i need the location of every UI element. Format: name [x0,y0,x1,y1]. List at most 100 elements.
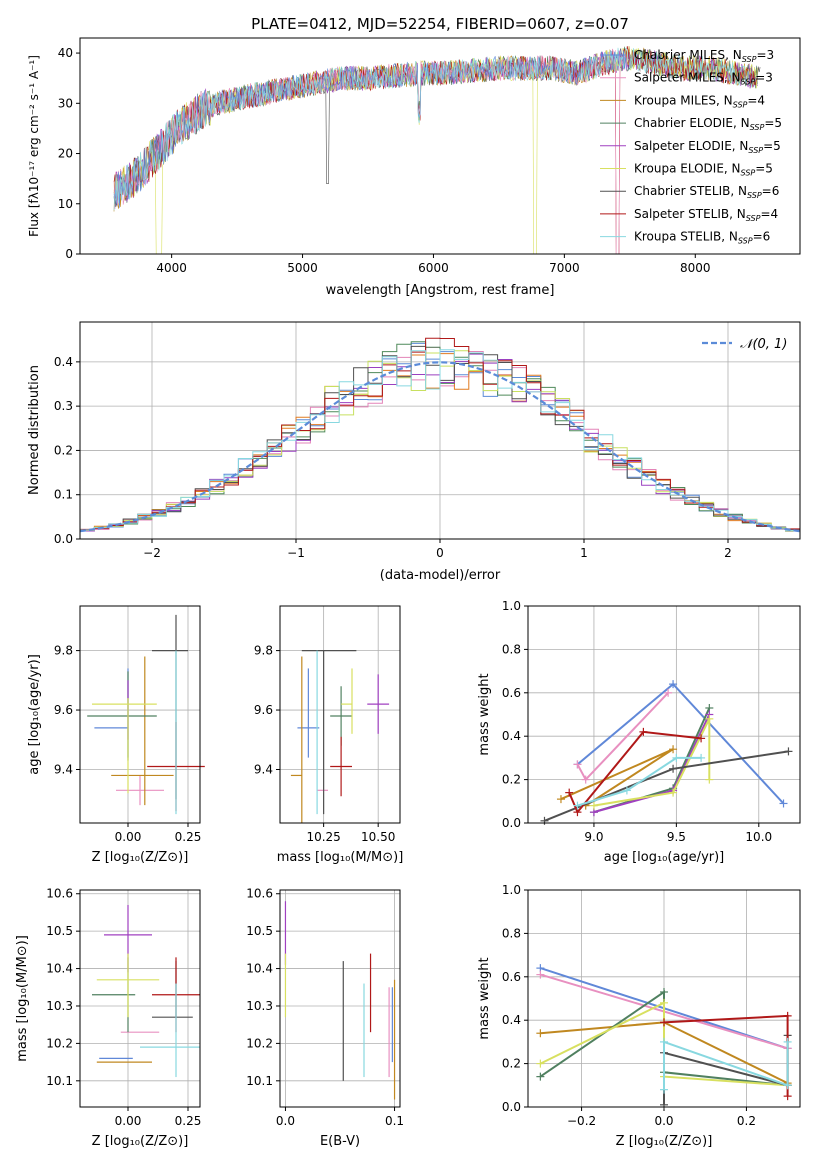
spectrum-line-8 [113,47,758,211]
y-tick-label: 0.2 [502,1057,521,1071]
y-tick-label: 20 [58,147,73,161]
age-vs-Z-panel: 0.00 0.25 9.4 9.6 9.8 Z [log₁₀(Z/Z⊙)] age [log… [27,605,205,865]
panel-frame [279,889,401,1108]
y-tick-label: 9.8 [254,644,273,658]
x-tick-label: 1 [580,546,588,560]
x-tick-label: 9.5 [667,830,686,844]
histogram-8 [80,349,800,531]
y-tick-label: 10.4 [46,962,73,976]
y-tick-label: 10.1 [46,1074,73,1088]
y-tick-label: 0.0 [54,532,73,546]
panel-xlabel: E(B-V) [320,1134,360,1149]
age-vs-mass-panel: 10.25 10.50 9.4 9.6 9.8 mass [log₁₀(M/M⊙)] [254,605,404,865]
panel-xlabel: Z [log₁₀(Z/Z⊙)] [92,850,189,865]
residual-frame [79,321,801,540]
x-tick-label: 5000 [287,261,318,275]
gaussian-curve [79,361,801,533]
x-tick-label: 0.25 [175,1114,202,1128]
y-tick-label: 10.4 [246,962,273,976]
y-tick-label: 0.1 [54,488,73,502]
y-tick-label: 30 [58,96,73,110]
panel-ylabel: age [log₁₀(age/yr)] [27,654,42,775]
legend-entry: Chabrier STELIB, NSSP=6 [634,184,779,200]
legend-entry: Chabrier MILES, NSSP=3 [634,48,774,64]
spectrum-legend: Chabrier MILES, NSSP=3 Salpeter MILES, NS… [600,48,782,246]
x-tick-label: 7000 [549,261,580,275]
panel-xlabel: mass [log₁₀(M/M⊙)] [277,850,404,865]
y-tick-label: 1.0 [502,599,521,613]
legend-entry: Kroupa STELIB, NSSP=6 [634,230,770,246]
x-tick-label: 6000 [418,261,449,275]
weight-line [663,1040,789,1090]
mass-weight-vs-age-panel: 9.0 9.5 10.0 0.0 0.2 0.4 0.6 0.8 1.0 age [log₁₀(a… [477,599,801,865]
panel-ylabel: mass weight [477,673,492,755]
x-tick-label: 10.0 [745,830,772,844]
y-tick-label: 10.5 [246,924,273,938]
x-tick-label: 0.00 [115,1114,142,1128]
legend-entry: Kroupa MILES, NSSP=4 [634,93,765,109]
histogram-7 [80,337,800,530]
weight-line [663,1035,789,1105]
residual-ylabel: Normed distribution [27,365,42,495]
y-tick-label: 0.6 [502,686,521,700]
y-tick-label: 9.4 [54,762,73,776]
legend-entry: Salpeter MILES, NSSP=3 [634,71,773,87]
y-tick-label: 10.3 [246,999,273,1013]
y-tick-label: 9.6 [54,703,73,717]
spectrum-line-2 [113,46,758,212]
mass-vs-EBV-panel: 0.0 0.1 10.1 10.2 10.3 10.4 10.5 10.6 E(B-V) [246,887,404,1149]
weight-line [568,730,702,815]
panel-ylabel: mass weight [477,957,492,1039]
panel-frame [79,605,201,824]
x-tick-label: 0.00 [115,830,142,844]
y-tick-label: 1.0 [502,883,521,897]
y-tick-label: 10.5 [46,924,73,938]
y-tick-label: 10.2 [246,1036,273,1050]
y-tick-label: 0.3 [54,399,73,413]
x-tick-label: 4000 [156,261,187,275]
y-tick-label: 0.8 [502,926,521,940]
x-tick-label: −0.2 [567,1114,596,1128]
legend-entry: Salpeter STELIB, NSSP=4 [634,207,778,223]
y-tick-label: 40 [58,46,73,60]
y-tick-label: 10.6 [246,887,273,901]
y-tick-label: 10.3 [46,999,73,1013]
weight-line [560,748,674,807]
weight-line [593,718,711,807]
x-tick-label: −1 [287,546,305,560]
panel-frame [527,889,801,1108]
x-tick-label: 10.25 [306,830,340,844]
legend-entry: Chabrier ELODIE, NSSP=5 [634,116,782,132]
spectrum-title: PLATE=0412, MJD=52254, FIBERID=0607, z=0… [251,15,629,33]
panel-xlabel: age [log₁₀(age/yr)] [604,850,725,865]
y-tick-label: 0.2 [54,443,73,457]
y-tick-label: 0.2 [502,773,521,787]
residual-xlabel: (data-model)/error [380,568,501,583]
y-tick-label: 10 [58,197,73,211]
x-tick-label: 8000 [680,261,711,275]
residual-legend-label: 𝒩(0, 1) [740,337,787,352]
spectrum-frame [79,37,801,255]
x-tick-label: 0.1 [385,1114,404,1128]
mass-weight-vs-Z-panel: −0.2 0.0 0.2 0.0 0.2 0.4 0.6 0.8 1.0 Z [log₁₀(Z/Z… [477,883,801,1149]
residual-legend: 𝒩(0, 1) [702,337,787,352]
spectrum-panel: PLATE=0412, MJD=52254, FIBERID=0607, z=0… [27,15,801,298]
spectrum-ylabel: Flux [fλ10⁻¹⁷ erg cm⁻² s⁻¹ A⁻¹] [27,55,41,237]
y-tick-label: 9.6 [254,703,273,717]
y-tick-label: 0.4 [502,1013,521,1027]
panel-frame [79,889,201,1108]
y-tick-label: 0.4 [54,355,73,369]
y-tick-label: 0 [65,247,73,261]
panel-xlabel: Z [log₁₀(Z/Z⊙)] [616,1134,713,1149]
residual-panel: −2 −1 0 1 2 0.0 0.1 0.2 0.3 0.4 (data-model)/erro… [27,321,801,583]
weight-line [576,682,785,805]
weight-line [577,756,702,807]
y-tick-label: 0.0 [502,816,521,830]
mass-vs-Z-panel: 0.00 0.25 10.1 10.2 10.3 10.4 10.5 10.6 Z [log₁₀… [15,887,201,1149]
panel-xlabel: Z [log₁₀(Z/Z⊙)] [92,1134,189,1149]
x-tick-label: 0.0 [654,1114,673,1128]
panel-frame [279,605,401,824]
y-tick-label: 10.1 [246,1074,273,1088]
x-tick-label: 9.0 [584,830,603,844]
